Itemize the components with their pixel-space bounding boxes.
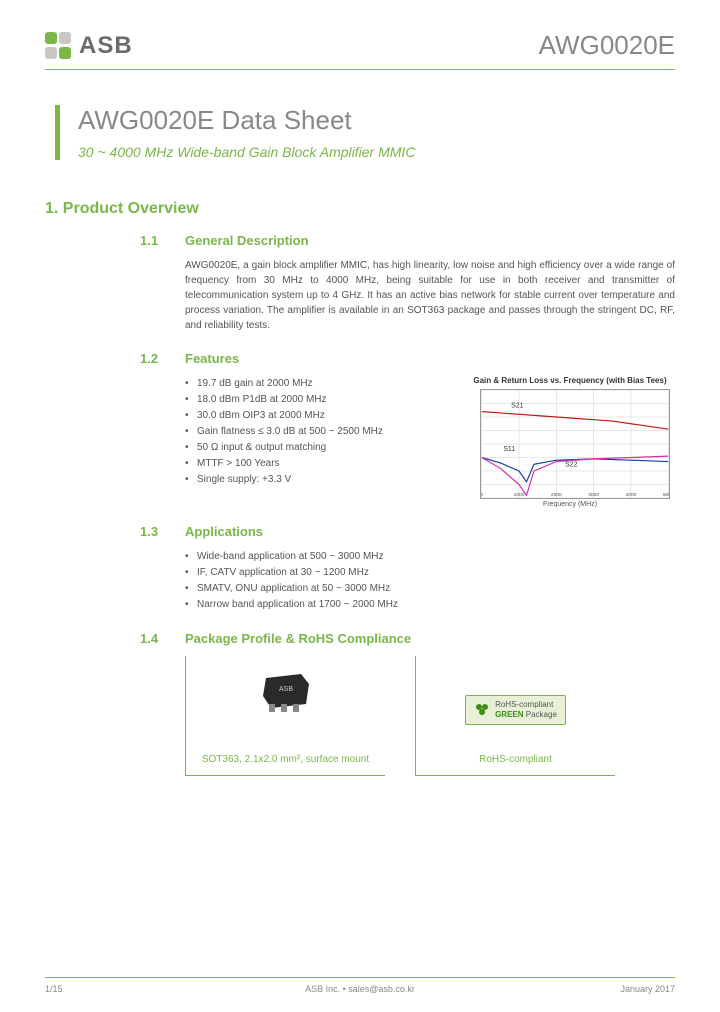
gain-chart: Gain & Return Loss vs. Frequency (with B… <box>465 376 675 506</box>
subsection-num: 1.4 <box>140 631 165 646</box>
subsection-num: 1.1 <box>140 233 165 248</box>
application-item: IF, CATV application at 30 ~ 1200 MHz <box>185 565 675 581</box>
subsection-features: 1.2 Features 19.7 dB gain at 2000 MHz18.… <box>140 351 675 506</box>
feature-item: MTTF > 100 Years <box>185 456 450 472</box>
svg-text:S22: S22 <box>565 462 577 469</box>
svg-text:4000: 4000 <box>626 492 637 498</box>
svg-text:0: 0 <box>481 492 483 498</box>
rohs-badge: RoHS-compliant GREEN Package <box>465 695 566 724</box>
features-list: 19.7 dB gain at 2000 MHz18.0 dBm P1dB at… <box>185 376 450 506</box>
rohs-badge-line1: RoHS-compliant <box>495 700 557 710</box>
svg-text:S11: S11 <box>503 446 515 453</box>
footer-date: January 2017 <box>620 984 675 994</box>
feature-item: Gain flatness ≤ 3.0 dB at 500 ~ 2500 MHz <box>185 424 450 440</box>
feature-item: 30.0 dBm OIP3 at 2000 MHz <box>185 408 450 424</box>
general-description-text: AWG0020E, a gain block amplifier MMIC, h… <box>185 258 675 333</box>
page-header: ASB AWG0020E <box>45 30 675 70</box>
clover-icon <box>474 702 490 718</box>
svg-text:S21: S21 <box>511 403 523 410</box>
subsection-package: 1.4 Package Profile & RoHS Compliance AS… <box>140 631 675 776</box>
package-cell-sot363: ASB SOT363, 2.1x2.0 mm², surface mount <box>185 656 385 776</box>
logo: ASB <box>45 32 133 60</box>
document-subtitle: 30 ~ 4000 MHz Wide-band Gain Block Ampli… <box>78 144 675 160</box>
package-cell-rohs: RoHS-compliant GREEN Package RoHS-compli… <box>415 656 615 776</box>
feature-item: 19.7 dB gain at 2000 MHz <box>185 376 450 392</box>
subsection-applications: 1.3 Applications Wide-band application a… <box>140 524 675 613</box>
footer-center: ASB Inc. • sales@asb.co.kr <box>305 984 415 994</box>
svg-text:ASB: ASB <box>279 686 293 693</box>
subsection-title: Features <box>185 351 239 366</box>
feature-item: Single supply: +3.3 V <box>185 472 450 488</box>
application-item: Wide-band application at 500 ~ 3000 MHz <box>185 549 675 565</box>
svg-text:2000: 2000 <box>551 492 562 498</box>
feature-item: 50 Ω input & output matching <box>185 440 450 456</box>
logo-text: ASB <box>79 32 133 60</box>
rohs-badge-green: GREEN <box>495 710 523 719</box>
chart-title: Gain & Return Loss vs. Frequency (with B… <box>465 376 675 385</box>
subsection-num: 1.3 <box>140 524 165 539</box>
document-title: AWG0020E Data Sheet <box>78 105 675 136</box>
subsection-num: 1.2 <box>140 351 165 366</box>
title-section: AWG0020E Data Sheet 30 ~ 4000 MHz Wide-b… <box>55 105 675 160</box>
subsection-title: Package Profile & RoHS Compliance <box>185 631 411 646</box>
subsection-general-description: 1.1 General Description AWG0020E, a gain… <box>140 233 675 333</box>
svg-text:3000: 3000 <box>588 492 599 498</box>
applications-list: Wide-band application at 500 ~ 3000 MHzI… <box>185 549 675 613</box>
section-heading: 1. Product Overview <box>45 200 675 218</box>
rohs-label: RoHS-compliant <box>479 754 552 765</box>
chart-xlabel: Frequency (MHz) <box>465 501 675 508</box>
chart-svg: S21 S11 S22 0 1000 2000 3000 4000 5000 <box>481 390 669 498</box>
chart-area: S21 S11 S22 0 1000 2000 3000 4000 5000 <box>480 389 670 499</box>
subsection-title: Applications <box>185 524 263 539</box>
rohs-badge-pkg: Package <box>526 710 557 719</box>
chip-icon: ASB <box>251 666 321 716</box>
application-item: SMATV, ONU application at 50 ~ 3000 MHz <box>185 581 675 597</box>
subsection-title: General Description <box>185 233 309 248</box>
page-footer: 1/15 ASB Inc. • sales@asb.co.kr January … <box>45 977 675 994</box>
logo-icon <box>45 32 73 60</box>
feature-item: 18.0 dBm P1dB at 2000 MHz <box>185 392 450 408</box>
package-label: SOT363, 2.1x2.0 mm², surface mount <box>202 754 369 765</box>
page-number: 1/15 <box>45 984 63 994</box>
svg-text:5000: 5000 <box>663 492 669 498</box>
svg-text:1000: 1000 <box>514 492 525 498</box>
application-item: Narrow band application at 1700 ~ 2000 M… <box>185 597 675 613</box>
part-number: AWG0020E <box>539 30 675 61</box>
